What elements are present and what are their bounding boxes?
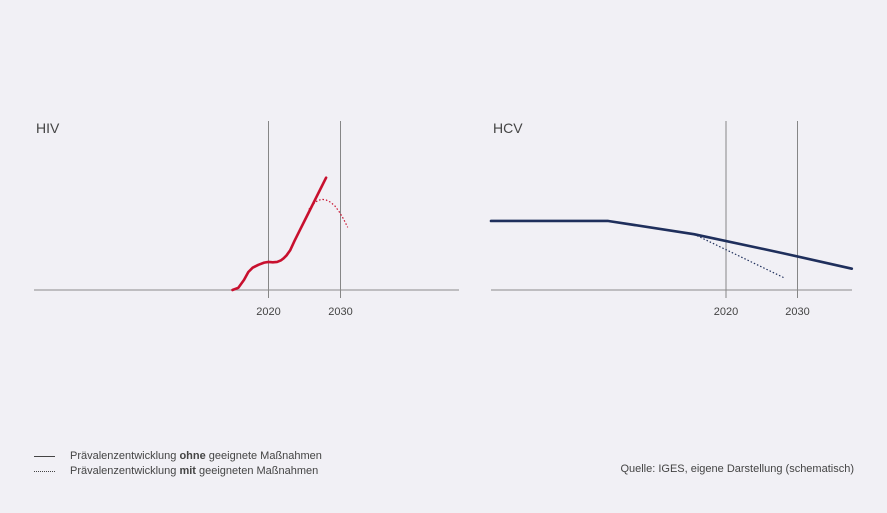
hiv-tick-2020: 2020 [256, 306, 280, 318]
hiv-tick-2030: 2030 [328, 306, 352, 318]
hiv-series-dotted [308, 198, 349, 228]
source-note: Quelle: IGES, eigene Darstellung (schema… [620, 463, 854, 475]
hiv-title: HIV [36, 120, 60, 136]
legend: Prävalenzentwicklung ohne geeignete Maßn… [34, 449, 322, 479]
legend-label-ohne: Prävalenzentwicklung ohne geeignete Maßn… [70, 450, 322, 462]
hcv-panel: HCV 2020 2030 [489, 120, 854, 318]
hcv-series-dotted [693, 233, 785, 279]
dotted-line-swatch [34, 471, 55, 472]
hiv-panel: HIV 2020 2030 [34, 120, 459, 318]
solid-line-swatch [34, 456, 55, 457]
hcv-tick-2020: 2020 [714, 306, 738, 318]
legend-item-ohne: Prävalenzentwicklung ohne geeignete Maßn… [34, 449, 322, 464]
hcv-tick-2030: 2030 [785, 306, 809, 318]
legend-item-mit: Prävalenzentwicklung mit geeigneten Maßn… [34, 464, 322, 479]
hiv-series-solid [231, 176, 328, 292]
legend-label-mit: Prävalenzentwicklung mit geeigneten Maßn… [70, 465, 319, 477]
hcv-title: HCV [493, 120, 523, 136]
